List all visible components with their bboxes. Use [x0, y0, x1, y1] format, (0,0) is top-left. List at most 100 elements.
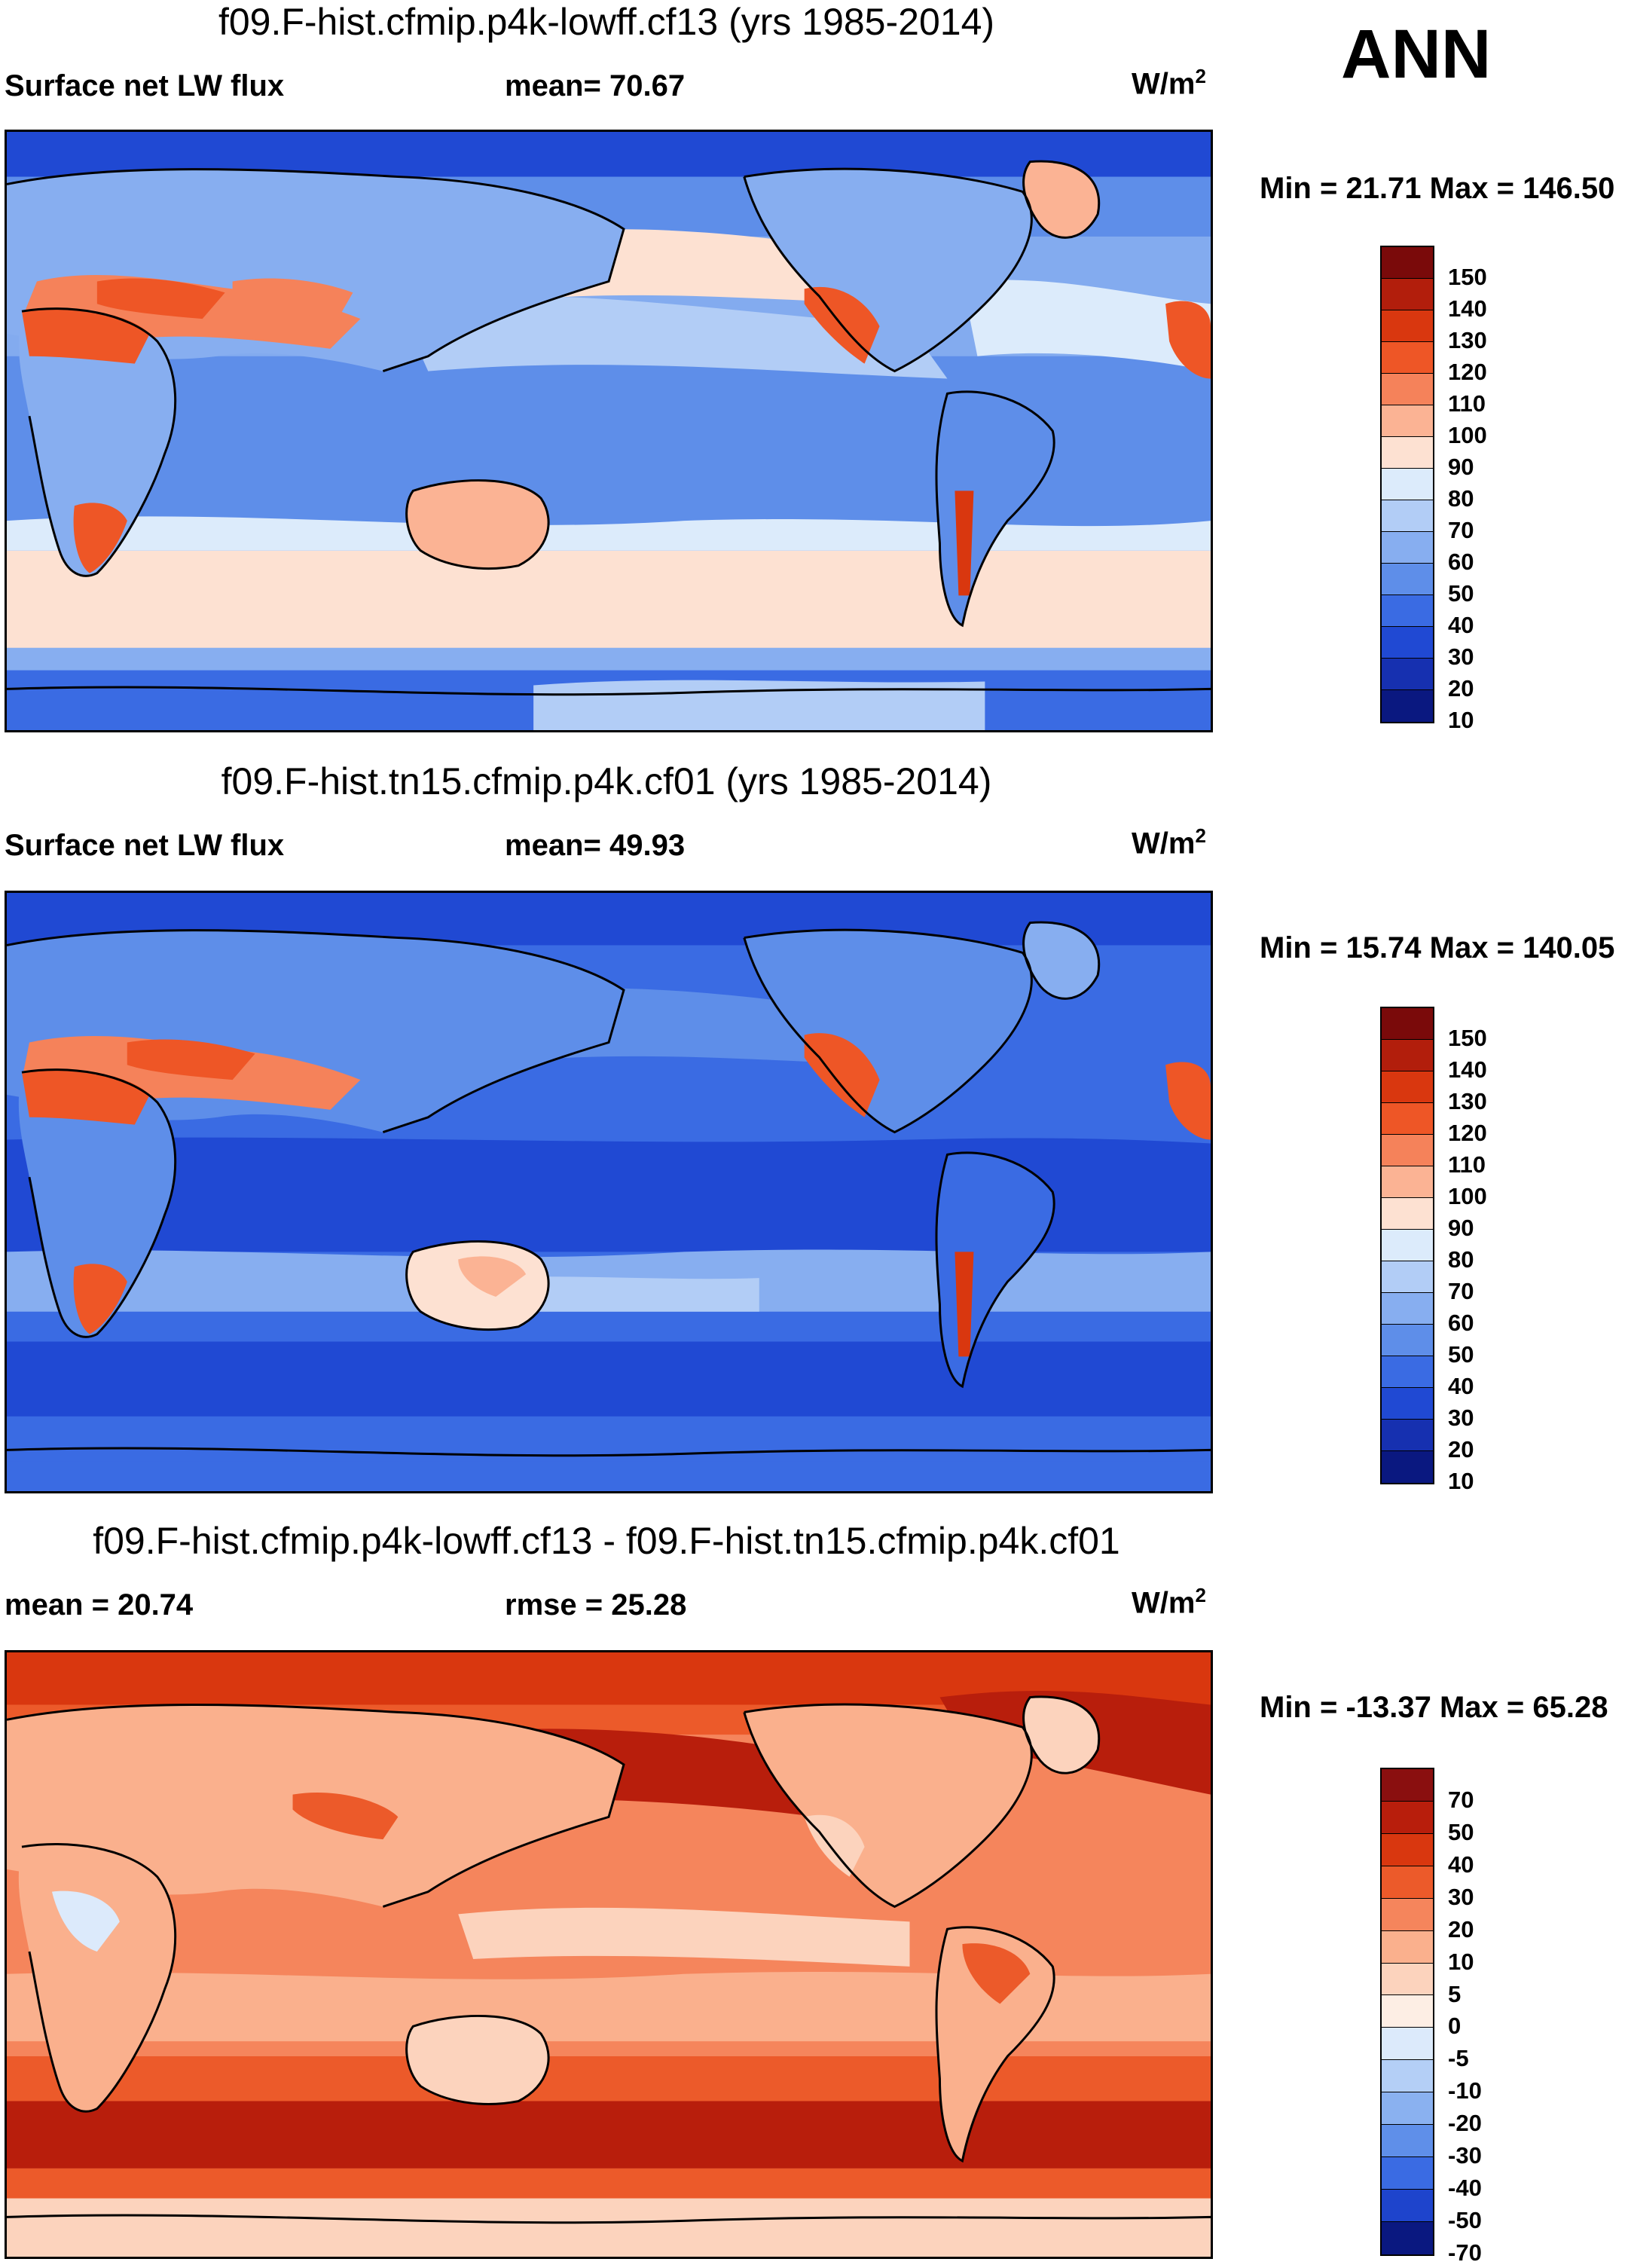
colorbar-tick-label: -70	[1448, 2239, 1482, 2266]
colorbar-tick-label: 150	[1448, 264, 1487, 290]
colorbar-swatch	[1382, 374, 1433, 405]
colorbar-swatch	[1382, 1356, 1433, 1388]
colorbar-tick-label: 120	[1448, 1120, 1487, 1146]
panel3-rmse: rmse = 25.28	[505, 1588, 687, 1622]
colorbar-swatch	[1382, 1103, 1433, 1135]
colorbar-tick-label: 0	[1448, 2013, 1462, 2040]
panel1-colorbar	[1380, 246, 1434, 723]
colorbar-swatch	[1382, 437, 1433, 469]
colorbar-swatch	[1382, 310, 1433, 342]
panel1-title: f09.F-hist.cfmip.p4k-lowff.cf13 (yrs 198…	[218, 1, 995, 43]
colorbar-swatch	[1382, 1071, 1433, 1103]
colorbar-swatch	[1382, 2189, 1433, 2222]
panel3-map	[5, 1650, 1213, 2259]
colorbar-swatch	[1382, 1451, 1433, 1483]
colorbar-swatch	[1382, 247, 1433, 279]
colorbar-tick-label: 40	[1448, 1851, 1474, 1878]
colorbar-swatch	[1382, 1325, 1433, 1356]
colorbar-swatch	[1382, 1166, 1433, 1198]
colorbar-tick-label: 110	[1448, 1151, 1486, 1178]
colorbar-swatch	[1382, 1930, 1433, 1964]
colorbar-swatch	[1382, 2028, 1433, 2061]
colorbar-swatch	[1382, 1198, 1433, 1230]
panel2-units: W/m2	[1132, 824, 1206, 860]
colorbar-tick-label: 60	[1448, 549, 1474, 575]
colorbar-tick-label: 120	[1448, 359, 1487, 385]
colorbar-swatch	[1382, 1963, 1433, 1996]
panel2-field-label: Surface net LW flux	[5, 829, 285, 862]
colorbar-swatch	[1382, 1293, 1433, 1325]
colorbar-swatch	[1382, 469, 1433, 500]
colorbar-swatch	[1382, 595, 1433, 627]
colorbar-swatch	[1382, 690, 1433, 722]
colorbar-swatch	[1382, 2092, 1433, 2126]
colorbar-tick-label: 10	[1448, 707, 1474, 733]
colorbar-tick-label: 90	[1448, 1215, 1474, 1241]
colorbar-tick-label: 50	[1448, 580, 1474, 607]
colorbar-tick-label: 40	[1448, 612, 1474, 638]
panel2-minmax: Min = 15.74 Max = 140.05	[1260, 931, 1615, 964]
colorbar-swatch	[1382, 1801, 1433, 1834]
colorbar-tick-label: 150	[1448, 1025, 1487, 1051]
panel1-map	[5, 130, 1213, 732]
colorbar-tick-label: 140	[1448, 295, 1487, 322]
panel2-colorbar	[1380, 1007, 1434, 1484]
panel3-mean: mean = 20.74	[5, 1588, 194, 1622]
colorbar-swatch	[1382, 1420, 1433, 1451]
colorbar-tick-label: 30	[1448, 1883, 1474, 1910]
colorbar-swatch	[1382, 659, 1433, 690]
colorbar-tick-label: 110	[1448, 390, 1486, 417]
colorbar-tick-label: -20	[1448, 2110, 1482, 2137]
colorbar-tick-label: 70	[1448, 1786, 1474, 1813]
colorbar-swatch	[1382, 564, 1433, 595]
colorbar-tick-label: -50	[1448, 2207, 1482, 2234]
colorbar-swatch	[1382, 1388, 1433, 1420]
panel2-mean: mean= 49.93	[505, 829, 686, 862]
colorbar-tick-label: 5	[1448, 1980, 1462, 2007]
panel3-title: f09.F-hist.cfmip.p4k-lowff.cf13 - f09.F-…	[93, 1520, 1120, 1562]
panel1-field-label: Surface net LW flux	[5, 69, 285, 102]
colorbar-tick-label: 130	[1448, 327, 1487, 353]
colorbar-tick-label: 130	[1448, 1088, 1487, 1114]
colorbar-swatch	[1382, 1866, 1433, 1899]
colorbar-tick-label: 70	[1448, 517, 1474, 543]
colorbar-tick-label: 60	[1448, 1310, 1474, 1336]
panel3-units: W/m2	[1132, 1584, 1206, 1620]
colorbar-swatch	[1382, 1135, 1433, 1166]
panel3-colorbar	[1380, 1768, 1434, 2256]
colorbar-swatch	[1382, 532, 1433, 564]
colorbar-swatch	[1382, 1230, 1433, 1261]
panel3-minmax: Min = -13.37 Max = 65.28	[1260, 1691, 1608, 1724]
colorbar-swatch	[1382, 1008, 1433, 1040]
panel2-title: f09.F-hist.tn15.cfmip.p4k.cf01 (yrs 1985…	[221, 760, 992, 802]
colorbar-swatch	[1382, 1898, 1433, 1931]
colorbar-swatch	[1382, 2221, 1433, 2254]
colorbar-tick-label: 70	[1448, 1278, 1474, 1304]
panel1-minmax: Min = 21.71 Max = 146.50	[1260, 172, 1615, 205]
colorbar-swatch	[1382, 405, 1433, 437]
colorbar-swatch	[1382, 2125, 1433, 2158]
colorbar-tick-label: -10	[1448, 2077, 1482, 2104]
colorbar-tick-label: 140	[1448, 1056, 1487, 1083]
colorbar-tick-label: 30	[1448, 1405, 1474, 1431]
colorbar-swatch	[1382, 2060, 1433, 2093]
colorbar-tick-label: 40	[1448, 1373, 1474, 1399]
colorbar-tick-label: -40	[1448, 2175, 1482, 2202]
season-label: ANN	[1341, 16, 1492, 93]
colorbar-swatch	[1382, 342, 1433, 374]
colorbar-tick-label: 80	[1448, 485, 1474, 512]
colorbar-tick-label: -5	[1448, 2045, 1469, 2072]
panel1-mean: mean= 70.67	[505, 69, 686, 102]
panel2-map	[5, 891, 1213, 1493]
colorbar-tick-label: 20	[1448, 675, 1474, 701]
colorbar-tick-label: 80	[1448, 1246, 1474, 1273]
panel1-units: W/m2	[1132, 65, 1206, 101]
colorbar-tick-label: 30	[1448, 643, 1474, 670]
colorbar-swatch	[1382, 279, 1433, 310]
colorbar-tick-label: 20	[1448, 1436, 1474, 1463]
colorbar-swatch	[1382, 500, 1433, 532]
colorbar-tick-label: 100	[1448, 422, 1487, 448]
colorbar-swatch	[1382, 1040, 1433, 1071]
colorbar-swatch	[1382, 627, 1433, 659]
colorbar-tick-label: 100	[1448, 1183, 1487, 1209]
